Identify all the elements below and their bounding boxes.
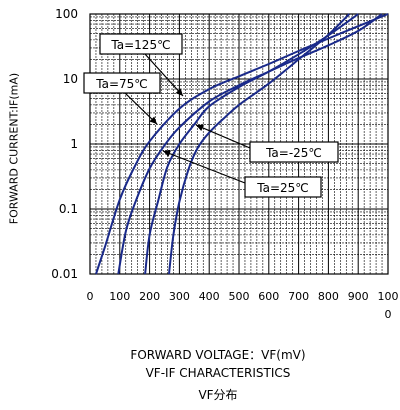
annotation-label: Ta=75℃: [95, 77, 148, 91]
x-tick-label: 400: [199, 290, 220, 303]
x-tick-label: 500: [229, 290, 250, 303]
chart-caption: VF分布: [198, 388, 238, 402]
series-line: [168, 13, 351, 275]
x-axis-label: FORWARD VOLTAGE：VF(mV): [130, 348, 306, 362]
annotation-box: [244, 176, 322, 198]
annotation-label: Ta=-25℃: [265, 146, 322, 160]
annotation-arrow-line: [162, 150, 246, 184]
x-tick-label: 600: [258, 290, 279, 303]
series-line: [95, 13, 389, 275]
x-tick-label: 300: [169, 290, 190, 303]
plot-frame: [89, 13, 389, 275]
annotation-arrow-line: [124, 92, 158, 125]
y-tick-label: 0.1: [59, 202, 78, 216]
annotation-box: [249, 141, 339, 163]
x-tick-label: 0: [87, 290, 94, 303]
series-line: [144, 13, 359, 275]
y-tick-label: 100: [55, 7, 78, 21]
annotation-arrowhead: [163, 150, 171, 157]
x-tick-label: 700: [288, 290, 309, 303]
chart-subtitle: VF-IF CHARACTERISTICS: [145, 366, 291, 380]
y-tick-label: 1: [70, 137, 78, 151]
x-tick-label: 100: [109, 290, 130, 303]
y-tick-label: 0.01: [51, 267, 78, 281]
y-tick-label: 10: [63, 72, 78, 86]
annotation-arrow-line: [195, 124, 251, 149]
annotation-arrowhead: [196, 124, 204, 132]
annotation-label: Ta=25℃: [256, 181, 309, 195]
annotation-box: [83, 72, 161, 94]
annotation-box: [99, 33, 183, 55]
annotation-label: Ta=125℃: [110, 38, 170, 52]
annotation-arrowhead: [175, 88, 183, 96]
x-tick-label: 200: [139, 290, 160, 303]
y-axis-label: FORWARD CURRENT:IF(mA): [7, 72, 21, 225]
x-tick-label: 100: [378, 290, 399, 303]
x-tick-label: 900: [348, 290, 369, 303]
series-line: [117, 13, 383, 275]
x-tick-label: 0: [385, 308, 392, 321]
x-tick-label: 800: [318, 290, 339, 303]
annotation-arrow-line: [144, 53, 184, 97]
annotation-arrowhead: [149, 116, 157, 124]
